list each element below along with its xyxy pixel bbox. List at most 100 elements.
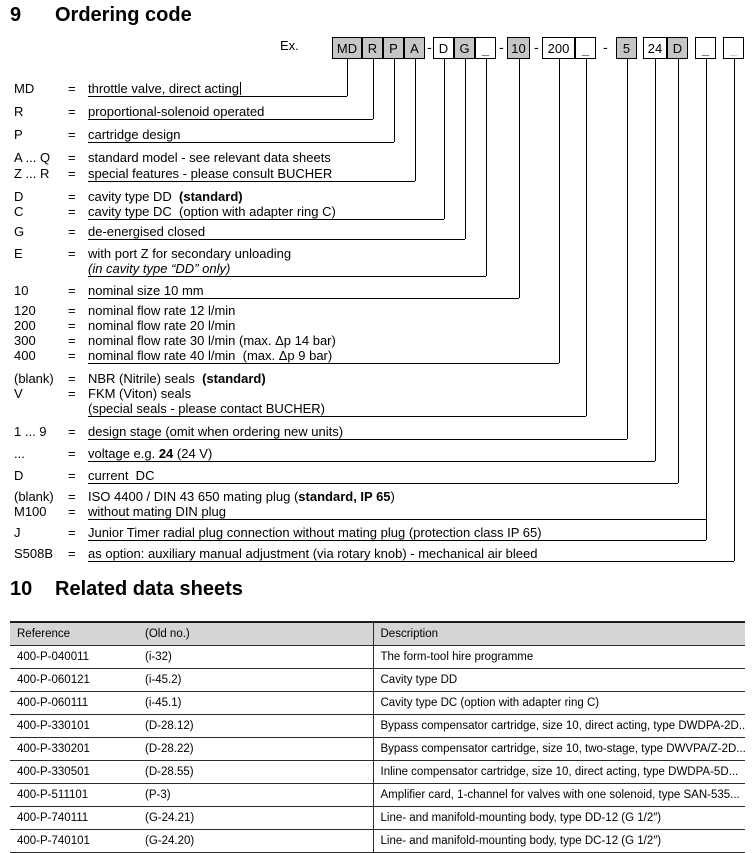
connector-vline <box>465 59 466 239</box>
legend-description: ISO 4400 / DIN 43 650 mating plug (stand… <box>88 489 395 504</box>
legend-key: S508B <box>14 546 54 561</box>
connector-underline <box>88 483 678 484</box>
legend-key: MD <box>14 81 35 96</box>
code-box-label: _ <box>701 42 710 57</box>
legend-description: nominal size 10 mm <box>88 283 204 298</box>
code-separator-dash: - <box>534 39 539 55</box>
table-header-old-no: (Old no.) <box>138 622 373 646</box>
equals-sign: = <box>68 468 76 483</box>
table-cell-description: The form-tool hire programme <box>372 645 745 669</box>
legend-description-segment: nominal flow rate 40 l/min (max. Δp 9 ba… <box>88 348 333 363</box>
section-10-title: Related data sheets <box>55 578 243 600</box>
code-box: D <box>433 37 454 59</box>
legend-description: NBR (Nitrile) seals (standard) <box>88 371 266 386</box>
legend-description-segment: without mating DIN plug <box>88 504 227 519</box>
table-cell-reference: 400-P-330201 <box>10 737 138 761</box>
legend-key: 1 ... 9 <box>14 424 47 439</box>
connector-vline <box>627 59 628 439</box>
table-cell-description: Cavity type DC (option with adapter ring… <box>372 691 745 715</box>
legend-row: M100 = without mating DIN plug <box>0 504 755 520</box>
connector-underline <box>88 181 415 182</box>
legend-row: 1 ... 9 = design stage (omit when ordering… <box>0 424 755 440</box>
legend-description-segment: nominal size 10 mm <box>88 283 204 298</box>
equals-sign: = <box>68 246 76 261</box>
legend-description: (special seals - please contact BUCHER) <box>88 401 325 416</box>
legend-description-segment: standard, IP 65 <box>298 489 391 504</box>
connector-underline <box>88 519 706 520</box>
connector-vline <box>486 59 487 276</box>
equals-sign: = <box>68 166 76 181</box>
table-row: 400-P-330501 (D-28.55) Inline compensator … <box>10 760 745 784</box>
table-cell-reference: 400-P-740101 <box>10 829 138 853</box>
legend-description-segment: de-energised closed <box>88 224 206 239</box>
section-9-title: Ordering code <box>55 4 192 26</box>
connector-vline <box>706 59 707 540</box>
connector-underline <box>88 439 627 440</box>
legend-description-segment: as option: auxiliary manual adjustment (… <box>88 546 538 561</box>
table-cell-reference: 400-P-040011 <box>10 645 138 669</box>
legend-description-segment: ) <box>390 489 395 504</box>
legend-description-segment: Junior Timer radial plug connection with… <box>88 525 542 540</box>
code-separator-dash: - <box>603 39 608 55</box>
legend-description-segment: NBR (Nitrile) seals <box>88 371 203 386</box>
legend-description: nominal flow rate 40 l/min (max. Δp 9 ba… <box>88 348 332 363</box>
legend-description: without mating DIN plug <box>88 504 226 519</box>
connector-vline <box>394 59 395 142</box>
table-cell-description: Amplifier card, 1-channel for valves wit… <box>372 783 745 807</box>
code-separator-dash: - <box>499 39 504 55</box>
legend-key: 400 <box>14 348 36 363</box>
legend-key: P <box>14 127 23 142</box>
equals-sign: = <box>68 525 76 540</box>
legend-row: G = de-energised closed <box>0 224 755 240</box>
legend-description: de-energised closed <box>88 224 205 239</box>
legend-description: standard model - see relevant data sheet… <box>88 150 331 165</box>
code-box: _ <box>475 37 496 59</box>
table-row: 400-P-060111 (i-45.1) Cavity type DC (opti… <box>10 691 745 715</box>
connector-vline <box>655 59 656 461</box>
legend-row: J = Junior Timer radial plug connection wi… <box>0 525 755 541</box>
legend-row: 300 = nominal flow rate 30 l/min (max. Δp … <box>0 333 755 349</box>
legend-description: Junior Timer radial plug connection with… <box>88 525 542 540</box>
table-cell-reference: 400-P-060111 <box>10 691 138 715</box>
code-box: _ <box>575 37 596 59</box>
table-row: 400-P-740101 (G-24.20) Line- and manifold-… <box>10 829 745 853</box>
code-box: R <box>362 37 383 59</box>
legend-row: 10 = nominal size 10 mm <box>0 283 755 299</box>
legend-description: FKM (Viton) seals <box>88 386 191 401</box>
table-row: 400-P-330101 (D-28.12) Bypass compensator … <box>10 714 745 738</box>
table-row: 400-P-040011 (i-32) The form-tool hire pro… <box>10 645 745 669</box>
legend-row: D = cavity type DD (standard) <box>0 189 755 205</box>
legend-row: 200 = nominal flow rate 20 l/min <box>0 318 755 334</box>
legend-description: cartridge design <box>88 127 181 142</box>
legend-description-segment: ISO 4400 / DIN 43 650 mating plug ( <box>88 489 299 504</box>
legend-description-segment: nominal flow rate 20 l/min <box>88 318 236 333</box>
section-10-heading: 10 Related data sheets <box>10 578 243 601</box>
table-row: 400-P-060121 (i-45.2) Cavity type DD <box>10 668 745 692</box>
legend-description-segment: (standard) <box>202 371 266 386</box>
connector-underline <box>88 561 734 562</box>
legend-row: E = with port Z for secondary unloading <box>0 246 755 262</box>
legend-row: R = proportional-solenoid operated <box>0 104 755 120</box>
legend-description-segment: throttle valve, direct acting <box>88 81 240 96</box>
table-cell-old-no: (G-24.21) <box>138 806 373 830</box>
legend-key: A ... Q <box>14 150 51 165</box>
code-box-label: R <box>367 40 378 56</box>
code-box: A <box>404 37 425 59</box>
related-data-sheets-table: Reference (Old no.) Description 400-P-04… <box>10 621 745 853</box>
connector-vline <box>519 59 520 298</box>
legend-key: G <box>14 224 25 239</box>
code-box: D <box>667 37 688 59</box>
legend-description: (in cavity type “DD” only) <box>88 261 230 276</box>
legend-key: M100 <box>14 504 47 519</box>
table-cell-old-no: (D-28.12) <box>138 714 373 738</box>
table-cell-reference: 400-P-740111 <box>10 806 138 830</box>
legend-description: special features - please consult BUCHER <box>88 166 332 181</box>
table-cell-description: Cavity type DD <box>372 668 745 692</box>
legend-row: 120 = nominal flow rate 12 l/min <box>0 303 755 319</box>
code-box-label: D <box>672 40 683 56</box>
legend-key: ... <box>14 446 25 461</box>
table-header-row: Reference (Old no.) Description <box>10 622 745 646</box>
legend-row: 400 = nominal flow rate 40 l/min (max. Δp … <box>0 348 755 364</box>
code-box: 24 <box>643 37 667 59</box>
equals-sign: = <box>68 386 76 401</box>
